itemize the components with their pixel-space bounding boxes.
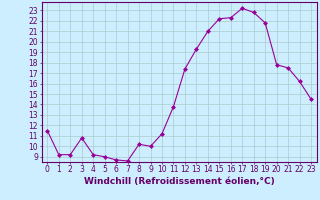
- X-axis label: Windchill (Refroidissement éolien,°C): Windchill (Refroidissement éolien,°C): [84, 177, 275, 186]
